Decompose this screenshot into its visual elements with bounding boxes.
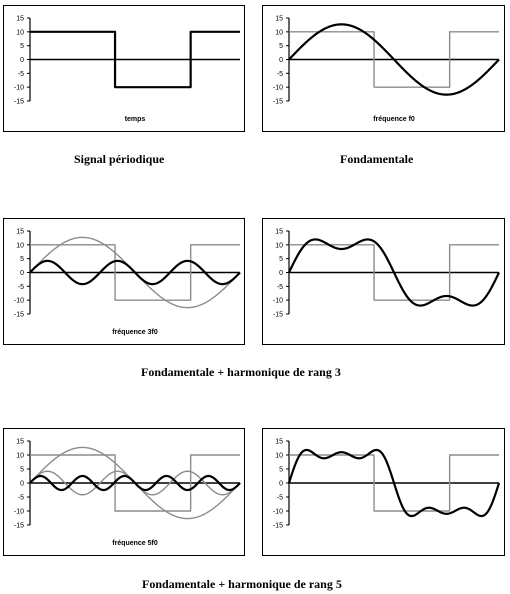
chart-svg-fundamental: 15 10 5 0 -5 -10 -15 fréquence f0 (273, 16, 500, 123)
y-tick-label: -5 (18, 71, 24, 78)
x-axis-label: fréquence 3f0 (112, 329, 158, 336)
y-tick-label: -10 (273, 509, 283, 516)
y-tick-label: 10 (275, 29, 283, 36)
series-line-0 (30, 244, 240, 301)
y-tick-label: -5 (18, 284, 24, 291)
y-tick-label: -5 (18, 495, 24, 502)
y-tick-label: -15 (14, 523, 24, 530)
series-line-1 (288, 238, 500, 307)
caption-signal: Signal périodique (74, 152, 165, 166)
y-tick-label: 5 (279, 256, 283, 263)
chart-svg-sum5: 15 10 5 0 -5 -10 -15 (273, 439, 501, 530)
chart-svg-signal: 15 10 5 0 -5 -10 -15 temps (14, 16, 240, 123)
y-tick-label: 15 (16, 229, 24, 236)
chart-panel-sum3: 15 10 5 0 -5 -10 -15 (262, 218, 505, 345)
chart-svg-harmonic3: 15 10 5 0 -5 -10 -15 fréquence 3f0 (14, 229, 241, 336)
x-axis-label: fréquence 5f0 (112, 540, 158, 547)
y-tick-label: 10 (16, 29, 24, 36)
y-tick-label: 15 (275, 439, 283, 446)
y-tick-label: 5 (20, 256, 24, 263)
y-tick-label: 0 (279, 481, 283, 488)
caption-row3: Fondamentale + harmonique de rang 5 (142, 577, 342, 591)
series-line-3 (29, 474, 241, 492)
series-line-1 (287, 448, 501, 518)
series-line-0 (30, 30, 240, 89)
y-tick-label: 5 (20, 43, 24, 50)
y-tick-label: -15 (14, 99, 24, 106)
y-tick-label: -10 (273, 298, 283, 305)
y-tick-label: -15 (273, 99, 283, 106)
series-line-0 (30, 454, 240, 512)
y-tick-label: 10 (16, 242, 24, 249)
chart-panel-signal: 15 10 5 0 -5 -10 -15 temps (3, 5, 245, 132)
series-line-0 (289, 244, 499, 301)
chart-panel-harmonic5: 15 10 5 0 -5 -10 -15 fréquence 5f0 (3, 428, 245, 556)
y-tick-label: 5 (20, 467, 24, 474)
caption-fundamental: Fondamentale (340, 152, 414, 166)
y-tick-label: -15 (14, 312, 24, 319)
y-tick-label: 10 (16, 453, 24, 460)
y-tick-label: 5 (279, 43, 283, 50)
x-axis-label: temps (125, 116, 146, 123)
y-tick-label: -10 (14, 509, 24, 516)
chart-svg-sum3: 15 10 5 0 -5 -10 -15 (273, 229, 500, 319)
y-tick-label: 15 (16, 439, 24, 446)
chart-svg-harmonic5: 15 10 5 0 -5 -10 -15 fréquence 5f0 (14, 439, 241, 547)
y-tick-label: 15 (275, 229, 283, 236)
series-line-0 (289, 31, 499, 88)
y-tick-label: -5 (277, 284, 283, 291)
chart-panel-fundamental: 15 10 5 0 -5 -10 -15 fréquence f0 (262, 5, 505, 132)
series-line-2 (29, 259, 241, 286)
series-line-0 (289, 454, 499, 512)
y-tick-label: 0 (20, 481, 24, 488)
y-tick-label: 15 (275, 16, 283, 23)
x-axis-label: fréquence f0 (373, 116, 415, 123)
y-tick-label: -5 (277, 71, 283, 78)
caption-row2: Fondamentale + harmonique de rang 3 (141, 365, 341, 379)
y-tick-label: -15 (273, 523, 283, 530)
chart-panel-sum5: 15 10 5 0 -5 -10 -15 (262, 428, 505, 556)
y-tick-label: 10 (275, 453, 283, 460)
y-tick-label: 0 (20, 270, 24, 277)
y-tick-label: -10 (14, 85, 24, 92)
y-tick-label: 0 (279, 57, 283, 64)
y-tick-label: 10 (275, 242, 283, 249)
y-tick-label: -15 (273, 312, 283, 319)
y-tick-label: 15 (16, 16, 24, 23)
y-tick-label: 0 (279, 270, 283, 277)
y-tick-label: 5 (279, 467, 283, 474)
y-tick-label: -5 (277, 495, 283, 502)
y-tick-label: -10 (273, 85, 283, 92)
chart-panel-harmonic3: 15 10 5 0 -5 -10 -15 fréquence 3f0 (3, 218, 245, 345)
y-tick-label: -10 (14, 298, 24, 305)
y-tick-label: 0 (20, 57, 24, 64)
series-line-1 (288, 23, 500, 96)
